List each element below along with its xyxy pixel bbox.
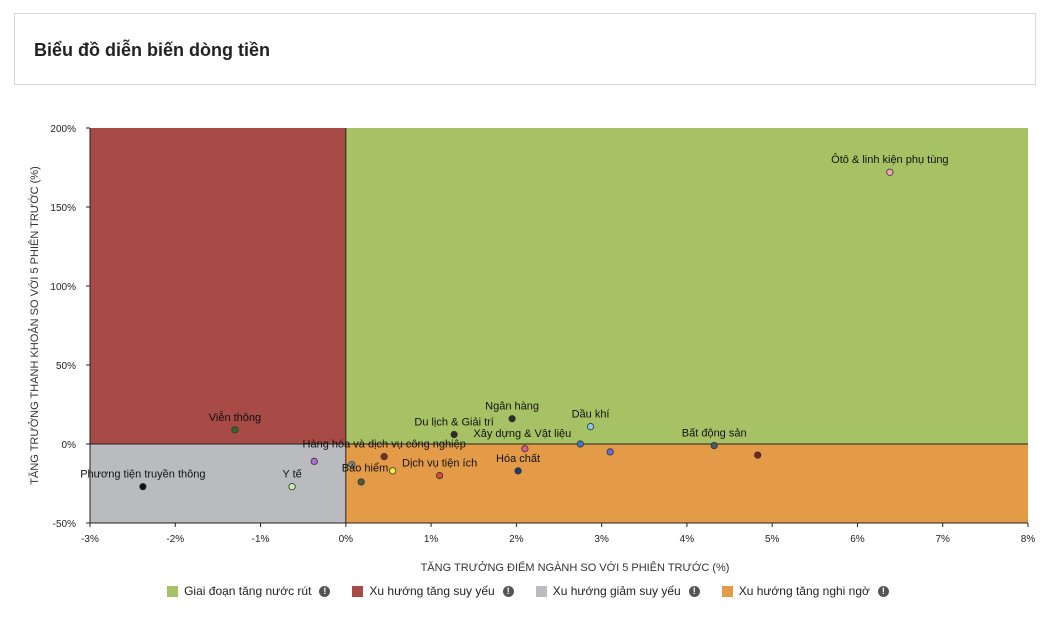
legend-label: Giai đoạn tăng nước rút bbox=[184, 584, 312, 598]
data-point bbox=[139, 483, 147, 491]
legend-item-xu-huong-tang-suy-yeu[interactable]: Xu hướng tăng suy yếu ! bbox=[352, 582, 514, 600]
data-label: Hàng hóa và dịch vụ công nghiệp bbox=[303, 439, 466, 451]
data-point bbox=[288, 483, 296, 491]
x-tick-label: 2% bbox=[509, 534, 524, 545]
info-icon[interactable]: ! bbox=[688, 585, 700, 597]
data-label: Viễn thông bbox=[209, 411, 261, 424]
data-point bbox=[514, 467, 522, 475]
y-tick-label: 200% bbox=[50, 124, 76, 135]
legend-label: Xu hướng giảm suy yếu bbox=[552, 584, 681, 598]
data-point bbox=[310, 457, 318, 465]
y-tick-label: 150% bbox=[50, 203, 76, 214]
x-tick-label: 6% bbox=[850, 534, 865, 545]
x-tick-label: 8% bbox=[1021, 534, 1036, 545]
legend-label: Xu hướng tăng nghi ngờ bbox=[738, 584, 870, 598]
data-point bbox=[576, 440, 584, 448]
data-label: Ngân hàng bbox=[485, 401, 539, 413]
x-tick-label: 1% bbox=[424, 534, 439, 545]
quadrant-bottom-right bbox=[345, 444, 1028, 523]
header-card: Biểu đồ diễn biến dòng tiền bbox=[14, 13, 1036, 85]
x-tick-label: 0% bbox=[339, 534, 354, 545]
info-icon[interactable]: ! bbox=[319, 585, 331, 597]
data-point bbox=[231, 426, 239, 434]
x-tick-label: 3% bbox=[594, 534, 609, 545]
data-label: Du lịch & Giải trí bbox=[414, 417, 493, 429]
x-tick-label: -3% bbox=[81, 534, 99, 545]
info-icon[interactable]: ! bbox=[502, 585, 514, 597]
chart-legend: Giai đoạn tăng nước rút ! Xu hướng tăng … bbox=[0, 582, 1056, 600]
data-point bbox=[754, 451, 762, 459]
data-label: Dầu khí bbox=[572, 409, 610, 421]
data-label: Hóa chất bbox=[496, 453, 540, 465]
x-tick-label: -2% bbox=[166, 534, 184, 545]
legend-item-xu-huong-tang-nghi-ngo[interactable]: Xu hướng tăng nghi ngờ ! bbox=[721, 582, 889, 600]
quadrant-top-right bbox=[345, 128, 1028, 444]
legend-item-giai-doan-tang-nuoc-rut[interactable]: Giai đoạn tăng nước rút ! bbox=[167, 582, 331, 600]
data-label: Phương tiện truyền thông bbox=[80, 469, 205, 481]
x-axis-title: TĂNG TRƯỞNG ĐIỂM NGÀNH SO VỚI 5 PHIÊN TR… bbox=[421, 561, 730, 574]
quadrant-top-left bbox=[90, 128, 346, 444]
data-label: Xây dựng & Vật liệu bbox=[473, 428, 571, 440]
data-point bbox=[380, 453, 388, 461]
x-tick-label: 4% bbox=[680, 534, 695, 545]
y-tick-label: 0% bbox=[62, 440, 77, 451]
data-point bbox=[710, 441, 718, 450]
info-icon[interactable]: ! bbox=[877, 585, 889, 597]
data-point bbox=[606, 448, 614, 456]
x-tick-label: -1% bbox=[252, 534, 270, 545]
page-title: Biểu đồ diễn biến dòng tiền bbox=[34, 40, 270, 60]
legend-swatch bbox=[535, 585, 547, 597]
data-label: Y tế bbox=[282, 469, 301, 481]
data-label: Bảo hiểm bbox=[342, 463, 388, 475]
data-point bbox=[389, 467, 397, 475]
y-tick-label: -50% bbox=[53, 519, 76, 530]
data-point bbox=[348, 460, 356, 469]
data-label: Dịch vụ tiện ích bbox=[402, 458, 477, 470]
data-point bbox=[886, 168, 894, 176]
y-tick-label: 50% bbox=[56, 361, 76, 372]
data-point bbox=[450, 430, 458, 439]
data-point bbox=[357, 478, 365, 486]
legend-swatch bbox=[352, 585, 364, 597]
legend-item-xu-huong-giam-suy-yeu[interactable]: Xu hướng giảm suy yếu ! bbox=[535, 582, 700, 600]
data-point bbox=[436, 471, 444, 480]
x-tick-label: 5% bbox=[765, 534, 780, 545]
data-label: Bất động sản bbox=[682, 428, 747, 440]
y-axis-title: TĂNG TRƯỞNG THANH KHOẢN SO VỚI 5 PHIÊN T… bbox=[28, 166, 41, 484]
data-point bbox=[586, 423, 595, 431]
legend-label: Xu hướng tăng suy yếu bbox=[369, 584, 495, 598]
data-point bbox=[508, 415, 516, 423]
y-tick-label: 100% bbox=[50, 282, 76, 293]
x-tick-label: 7% bbox=[936, 534, 951, 545]
legend-swatch bbox=[721, 585, 733, 597]
legend-swatch bbox=[167, 585, 179, 597]
quadrant-bottom-left bbox=[90, 444, 346, 523]
data-point bbox=[521, 445, 529, 453]
data-label: Ôtô & linh kiện phụ tùng bbox=[831, 153, 948, 166]
